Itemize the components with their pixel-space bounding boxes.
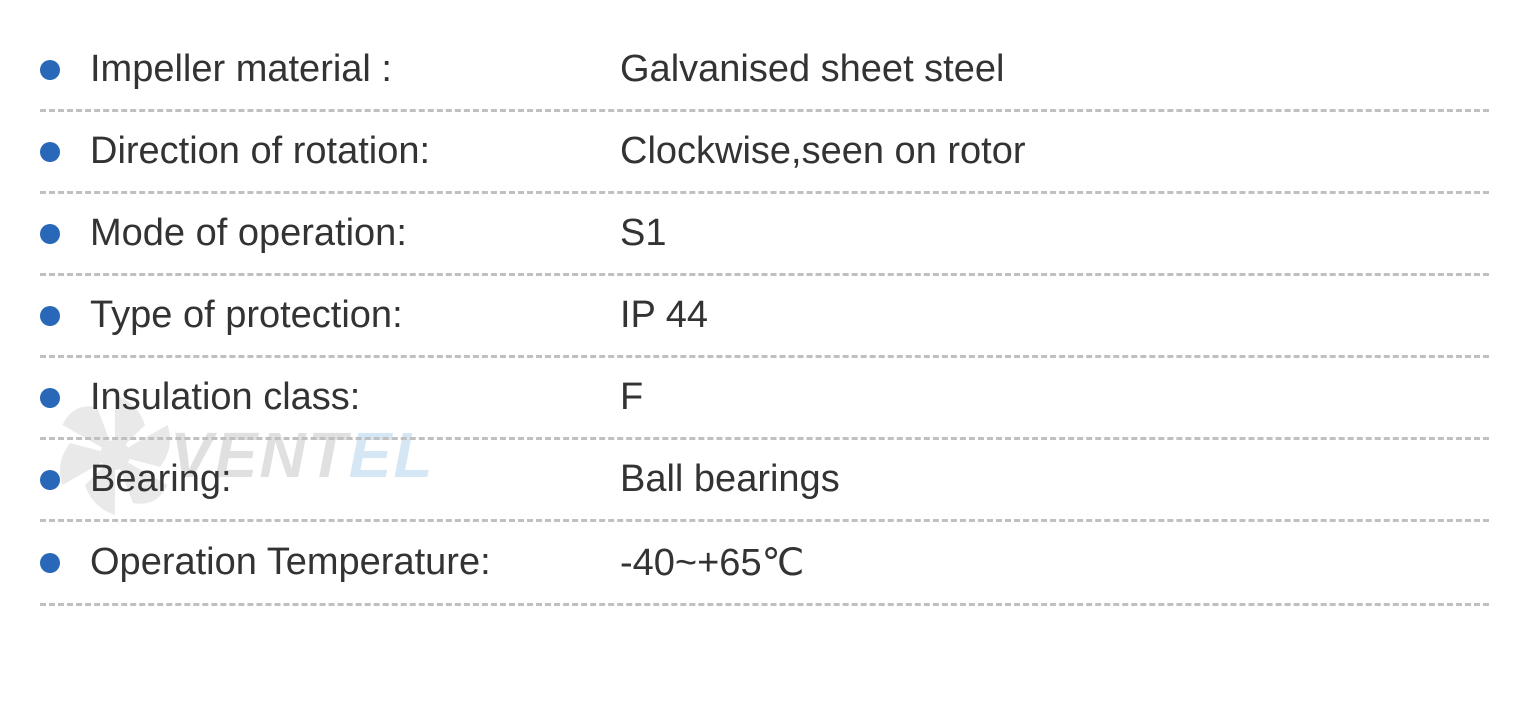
bullet-icon xyxy=(40,60,60,80)
spec-label: Direction of rotation: xyxy=(90,130,620,173)
bullet-icon xyxy=(40,553,60,573)
spec-value: S1 xyxy=(620,212,666,255)
bullet-icon xyxy=(40,388,60,408)
bullet-icon xyxy=(40,224,60,244)
spec-row: Type of protection: IP 44 xyxy=(40,276,1489,358)
spec-label: Mode of operation: xyxy=(90,212,620,255)
spec-value: Ball bearings xyxy=(620,458,840,501)
spec-value: IP 44 xyxy=(620,294,708,337)
spec-row: Direction of rotation: Clockwise,seen on… xyxy=(40,112,1489,194)
bullet-icon xyxy=(40,306,60,326)
spec-value: -40~+65℃ xyxy=(620,540,804,585)
spec-row: Bearing: Ball bearings xyxy=(40,440,1489,522)
spec-list: Impeller material : Galvanised sheet ste… xyxy=(40,30,1489,606)
spec-row: Mode of operation: S1 xyxy=(40,194,1489,276)
spec-label: Impeller material : xyxy=(90,48,620,91)
spec-label: Insulation class: xyxy=(90,376,620,419)
spec-row: Impeller material : Galvanised sheet ste… xyxy=(40,30,1489,112)
spec-value: Clockwise,seen on rotor xyxy=(620,130,1026,173)
spec-row: Insulation class: F xyxy=(40,358,1489,440)
spec-value: F xyxy=(620,376,643,419)
spec-label: Type of protection: xyxy=(90,294,620,337)
spec-row: Operation Temperature: -40~+65℃ xyxy=(40,522,1489,606)
bullet-icon xyxy=(40,142,60,162)
spec-label: Bearing: xyxy=(90,458,620,501)
spec-label: Operation Temperature: xyxy=(90,541,620,584)
bullet-icon xyxy=(40,470,60,490)
spec-value: Galvanised sheet steel xyxy=(620,48,1004,91)
